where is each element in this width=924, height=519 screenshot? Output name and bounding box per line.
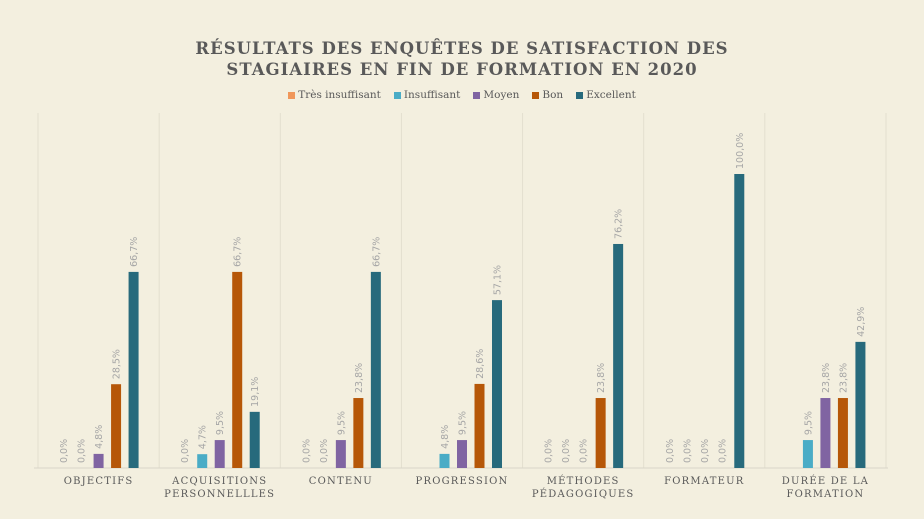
data-label: 9,5%: [458, 411, 469, 435]
bar: [820, 398, 831, 468]
category-label-line: PÉDAGOGIQUES: [532, 488, 635, 500]
bar: [353, 398, 364, 468]
category-label: MÉTHODES PÉDAGOGIQUES: [532, 475, 635, 500]
data-label: 23,8%: [821, 363, 832, 393]
legend-swatch: [473, 91, 481, 99]
bar: [734, 174, 745, 468]
legend-label: Très insuffisant: [298, 89, 381, 101]
data-label: 9,5%: [336, 411, 347, 435]
legend-item-moyen: Moyen: [473, 89, 519, 101]
legend-item-excellent: Excellent: [576, 89, 636, 101]
category-label: PROGRESSION: [416, 476, 509, 487]
data-label: 42,9%: [856, 307, 867, 337]
bar: [474, 383, 485, 468]
category-label-line: MÉTHODES: [547, 475, 620, 487]
bar: [837, 398, 848, 468]
legend-swatch: [576, 91, 584, 99]
bar: [197, 454, 208, 468]
bar: [232, 271, 243, 468]
bar: [595, 398, 606, 468]
category-label-line: PROGRESSION: [416, 476, 509, 487]
data-label: 66,7%: [233, 237, 244, 267]
data-label: 4,8%: [94, 425, 105, 449]
chart-title-line-1: RÉSULTATS DES ENQUÊTES DE SATISFACTION D…: [195, 39, 729, 58]
data-label: 28,6%: [475, 349, 486, 379]
bar: [492, 300, 502, 468]
chart-title: RÉSULTATS DES ENQUÊTES DE SATISFACTION D…: [0, 38, 924, 80]
bar: [855, 341, 866, 468]
legend-label: Insuffisant: [403, 89, 461, 101]
chart-title-line-2: STAGIAIRES EN FIN DE FORMATION EN 2020: [226, 60, 698, 79]
data-label: 9,5%: [215, 411, 226, 435]
bar: [335, 440, 346, 468]
category-label-line: ACQUISITIONS: [171, 476, 267, 487]
legend-swatch: [532, 91, 540, 99]
bar: [249, 411, 260, 468]
legend-label: Bon: [542, 89, 564, 101]
data-label: 0,0%: [700, 439, 711, 463]
chart-legend: Très insuffisant Insuffisant Moyen Bon E…: [0, 89, 924, 101]
data-label: 0,0%: [561, 439, 572, 463]
bar: [128, 271, 139, 468]
category-label: ACQUISITIONS PERSONNELLLES: [164, 476, 275, 500]
legend-label: Moyen: [483, 89, 520, 101]
data-label: 23,8%: [354, 363, 365, 393]
data-label: 57,1%: [493, 265, 504, 295]
data-label: 4,8%: [440, 425, 451, 449]
data-label: 0,0%: [180, 439, 191, 463]
data-label: 100,0%: [735, 133, 746, 169]
legend-item-insuffisant: Insuffisant: [393, 89, 461, 101]
data-label: 0,0%: [579, 439, 590, 463]
data-label: 0,0%: [77, 439, 88, 463]
bar: [457, 440, 467, 468]
data-label: 28,5%: [112, 349, 123, 379]
bar: [111, 384, 122, 468]
bar: [613, 243, 624, 468]
category-label-line: PERSONNELLLES: [164, 489, 275, 500]
bar: [370, 271, 381, 468]
data-label: 23,8%: [838, 363, 849, 393]
category-label-line: FORMATEUR: [664, 476, 744, 487]
data-label: 0,0%: [544, 439, 555, 463]
data-label: 9,5%: [803, 411, 814, 435]
data-label: 66,7%: [129, 237, 140, 267]
category-label-line: OBJECTIFS: [64, 476, 134, 487]
data-label: 0,0%: [682, 439, 693, 463]
bar: [439, 453, 450, 468]
data-label: 19,1%: [250, 377, 261, 407]
data-label: 66,7%: [371, 237, 382, 267]
bar: [802, 440, 813, 468]
category-label-line: CONTENU: [309, 476, 373, 487]
data-label: 0,0%: [717, 439, 728, 463]
category-label-line: DURÉE DE LA: [782, 475, 869, 487]
bar: [93, 453, 104, 468]
data-label: 0,0%: [665, 439, 676, 463]
legend-swatch: [393, 91, 401, 99]
category-label: CONTENU: [309, 476, 373, 487]
legend-swatch: [288, 91, 296, 99]
legend-item-bon: Bon: [532, 89, 563, 101]
data-label: 0,0%: [301, 439, 312, 463]
data-label: 0,0%: [59, 439, 70, 463]
category-label: DURÉE DE LA FORMATION: [782, 475, 869, 500]
category-label-line: FORMATION: [786, 489, 864, 500]
legend-item-tres-insuffisant: Très insuffisant: [288, 89, 381, 101]
legend-label: Excellent: [586, 89, 636, 101]
category-label: OBJECTIFS: [64, 476, 134, 487]
data-label: 0,0%: [319, 439, 330, 463]
data-label: 76,2%: [614, 209, 625, 239]
data-label: 23,8%: [596, 363, 607, 393]
data-label: 4,7%: [198, 425, 209, 449]
bar: [214, 440, 225, 468]
category-label: FORMATEUR: [664, 476, 744, 487]
